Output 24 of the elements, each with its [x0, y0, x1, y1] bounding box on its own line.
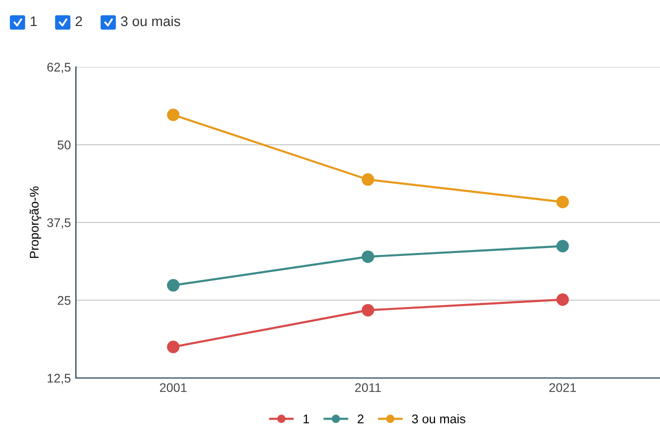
point	[556, 196, 569, 208]
legend-label: 1	[304, 414, 309, 424]
point	[362, 250, 374, 263]
legend-label: 3 ou mais	[412, 414, 466, 424]
text: 1	[30, 16, 37, 26]
point	[556, 240, 569, 252]
point	[167, 108, 180, 122]
point	[556, 293, 569, 306]
x-tick-label: 2011	[355, 383, 381, 392]
text: 2	[76, 16, 82, 26]
point	[167, 340, 180, 354]
point	[362, 304, 374, 316]
legend-label: 2	[358, 414, 364, 424]
point	[362, 173, 374, 186]
y-tick-label: 25	[58, 296, 71, 305]
y-tick-label: 37,5	[47, 218, 71, 229]
x-tick-label: 2021	[549, 383, 576, 392]
y-tick-label: 62,5	[47, 62, 71, 74]
y-axis-title: Proporção-%	[30, 186, 42, 258]
text: 3 ou mais	[120, 16, 180, 26]
y-tick-label: 50	[58, 140, 71, 150]
y-tick-label: 12,5	[48, 374, 71, 384]
x-tick-label: 2001	[160, 383, 187, 392]
point	[167, 279, 180, 292]
